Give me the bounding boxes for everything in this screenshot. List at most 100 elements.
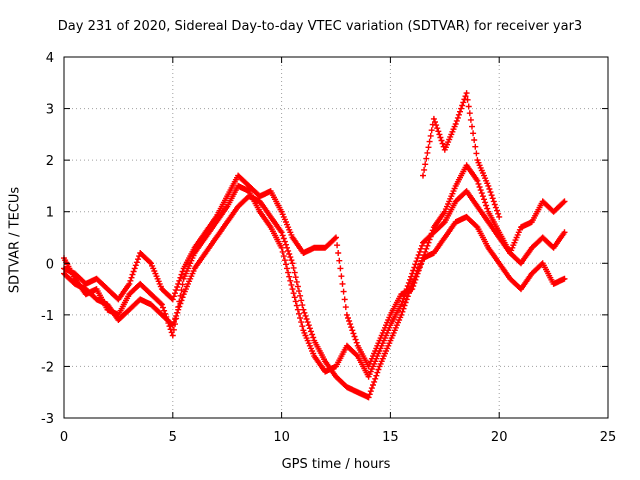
data-point [204,231,207,234]
data-point [84,282,87,286]
data-point [345,344,349,347]
data-point [128,282,131,286]
y-tick-label: -3 [41,412,54,427]
data-point [215,236,218,239]
data-point [400,313,403,317]
series-track-2 [61,182,568,380]
data-point [530,246,534,250]
y-tick-label: 0 [46,257,54,272]
data-point [367,396,370,399]
data-point [530,272,534,275]
data-point [443,148,446,152]
data-point [204,251,207,255]
plot-frame [63,56,609,419]
y-tick-label: 4 [46,51,54,66]
data-point [421,241,425,244]
data-point [367,375,370,378]
data-point [258,200,262,203]
data-point [149,303,153,306]
data-point [563,200,566,203]
data-point [334,375,338,378]
data-point [487,220,490,224]
data-point [73,277,77,280]
data-point [117,298,120,301]
y-tick-label: 1 [46,206,54,221]
data-point [117,313,120,317]
data-point [334,236,338,239]
data-point [302,329,305,332]
data-point [258,210,262,213]
data-point [149,262,153,265]
data-point [454,122,457,126]
data-point [552,282,555,286]
data-point [106,287,109,291]
data-point [476,179,479,182]
data-point [356,391,359,394]
data-point [280,210,283,213]
data-point [149,293,153,296]
y-tick-label: -1 [41,309,54,324]
data-point [291,287,294,291]
data-point [519,262,523,265]
data-point [432,117,436,121]
data-point [421,174,425,177]
x-axis-label: GPS time / hours [281,457,391,472]
data-point [269,189,272,193]
data-point [410,272,414,275]
data-point [345,313,349,317]
data-point [519,225,523,229]
data-point [487,184,490,188]
x-tick-label: 25 [600,430,617,445]
data-point [552,246,555,250]
data-point [323,246,327,250]
data-point [541,262,544,265]
data-point [247,189,251,193]
data-point [280,246,283,250]
data-point [465,91,468,95]
data-point [302,251,305,255]
x-tick-label: 5 [169,430,177,445]
data-point [432,251,436,255]
x-tick-label: 0 [60,430,68,445]
y-tick-label: -2 [41,360,54,375]
data-point [443,236,446,239]
data-point [345,385,349,389]
data-point [389,323,392,327]
data-point [280,231,283,234]
data-point [215,215,218,219]
data-point [226,195,229,198]
data-point [73,272,77,275]
data-point [323,360,327,363]
data-point [193,267,196,270]
y-tick-label: 2 [46,154,54,169]
data-point [291,262,294,265]
data-point [410,287,414,291]
data-point [541,236,544,239]
axes: 0 5 10 15 20 25 -3 -2 -1 0 1 2 3 4 [41,51,616,445]
data-point [313,339,316,342]
data-point [356,354,359,358]
data-point [138,282,142,286]
data-point [378,349,381,353]
data-point [454,220,457,224]
x-tick-label: 15 [382,430,399,445]
data-point [519,287,523,291]
data-point [487,246,490,250]
series-markers [420,90,503,220]
data-point [84,293,87,296]
series-track-4 [420,90,503,220]
data-point [367,365,370,368]
data-point [236,174,240,177]
data-point [138,298,142,301]
data-point [389,313,392,317]
y-axis-label: SDTVAR / TECUs [7,186,23,294]
data-point [269,225,272,229]
data-point [171,298,174,301]
data-point [378,365,381,368]
data-point [247,184,251,188]
data-point [487,210,490,213]
data-point [171,334,174,337]
data-point [269,215,272,219]
data-point [389,339,392,342]
data-point [465,164,468,167]
